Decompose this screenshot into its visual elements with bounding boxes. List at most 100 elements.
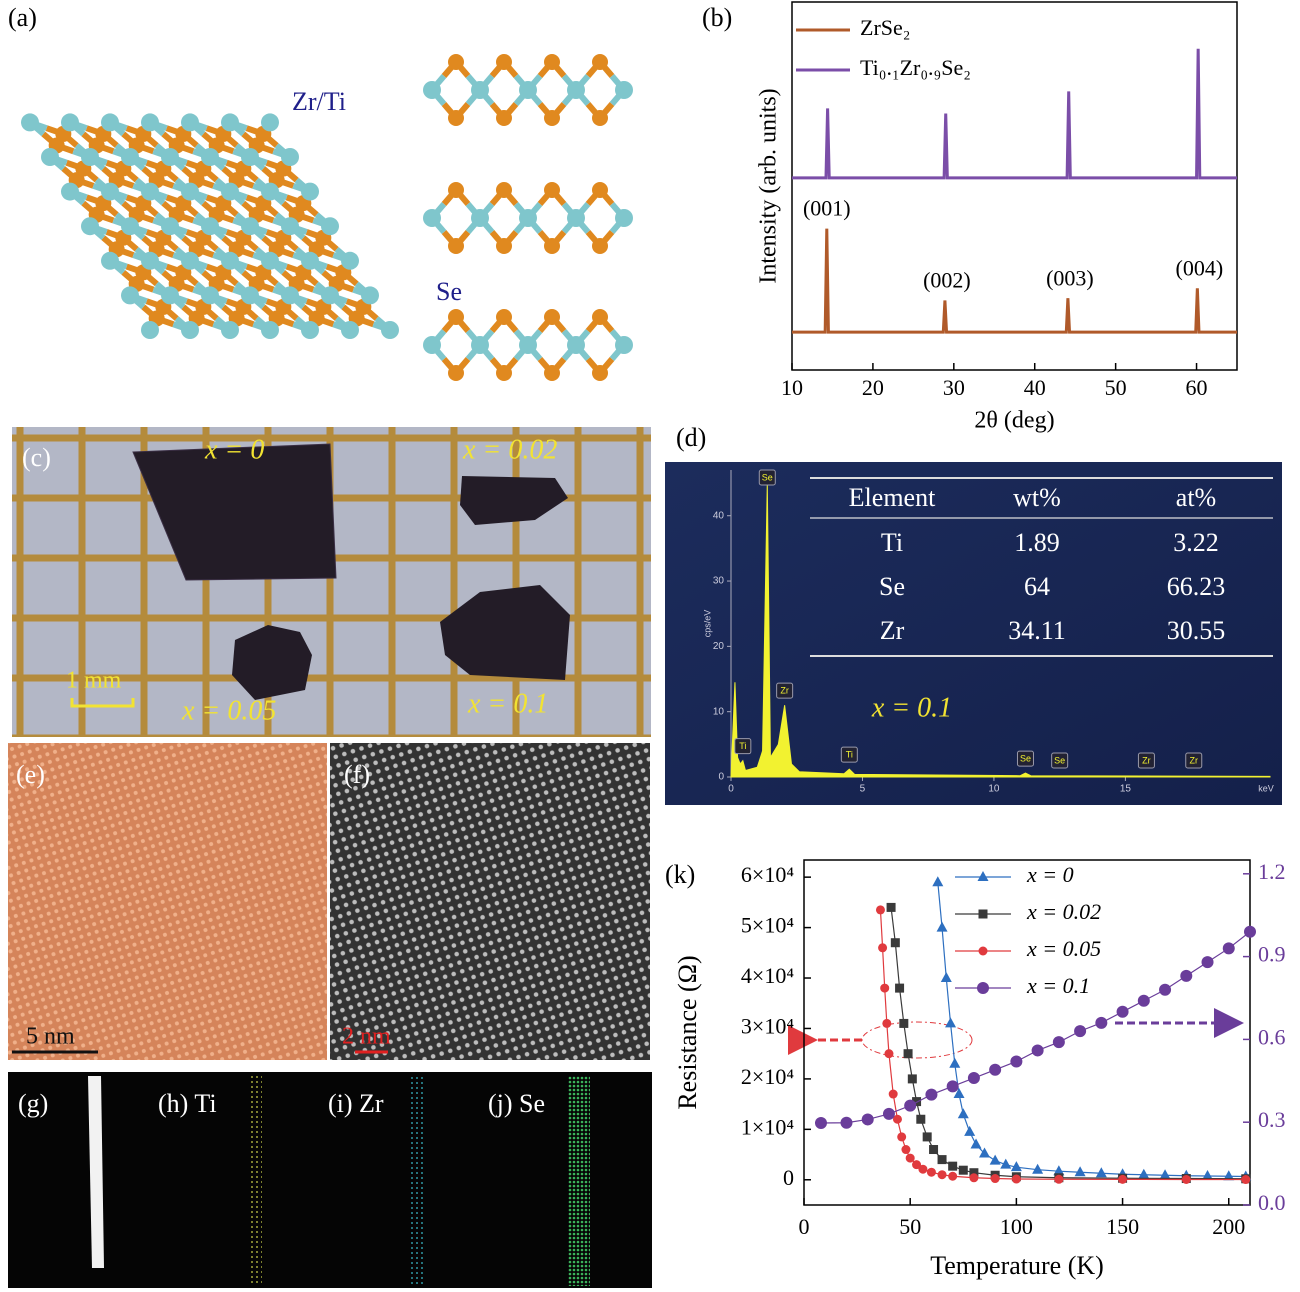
panel-label: (c): [22, 443, 51, 472]
metal-atom: [615, 336, 633, 354]
data-point: [1095, 1167, 1107, 1178]
metal-atom: [221, 321, 239, 339]
metal-atom: [161, 286, 179, 305]
data-point: [1222, 942, 1235, 955]
peak-tag: [1137, 752, 1155, 769]
data-point: [899, 1018, 909, 1028]
x-tick-label: 60: [1186, 375, 1208, 400]
data-point: [957, 1108, 969, 1119]
metal-atom: [61, 113, 79, 132]
data-point: [892, 1114, 902, 1124]
data-point: [1202, 1169, 1214, 1180]
data-line: [792, 48, 1237, 180]
data-point: [1137, 994, 1150, 1007]
data-point: [918, 1164, 928, 1174]
panel-label: (g): [18, 1089, 48, 1118]
peak-tag: [776, 682, 794, 699]
peak-label: (003): [1046, 265, 1094, 290]
metal-atom: [161, 148, 179, 166]
se-atom: [448, 365, 464, 381]
y-axis-label: cps/eV: [702, 610, 712, 638]
metal-atom: [201, 217, 219, 236]
peak-tag: [1051, 752, 1069, 769]
se-atom: [592, 110, 608, 126]
data-point: [916, 1114, 926, 1124]
plot-frame: [803, 859, 1251, 1206]
panel-label: (d): [676, 423, 706, 452]
legend-label: x = 0.1: [1026, 973, 1090, 998]
metal-atom: [341, 321, 359, 339]
metal-atom: [519, 81, 537, 99]
se-atom: [496, 309, 512, 325]
x-axis-label: Temperature (K): [930, 1251, 1104, 1280]
data-point: [905, 1153, 915, 1163]
data-point: [926, 1167, 936, 1177]
metal-atom: [181, 251, 199, 270]
data-point: [1201, 956, 1214, 969]
peak-tag-label: Se: [1054, 755, 1065, 765]
metal-atom: [301, 251, 319, 270]
data-point: [880, 983, 890, 993]
metal-atom: [301, 321, 319, 339]
metal-atom: [101, 113, 119, 132]
atom-label: Se: [436, 277, 462, 306]
metal-atom: [101, 251, 119, 270]
data-point: [1244, 925, 1256, 938]
panel-label: (h) Ti: [158, 1089, 217, 1118]
metal-atom: [121, 286, 139, 305]
data-point: [925, 1088, 938, 1101]
x-tick-label: 200: [1212, 1214, 1245, 1239]
crystal-flake: [460, 476, 568, 525]
sample-label: x = 0.02: [462, 434, 557, 465]
se-atom: [448, 238, 464, 254]
metal-atom: [471, 209, 489, 227]
legend-label: ZrSe₂: [860, 15, 910, 40]
y-axis-label: Intensity (arb. units): [756, 88, 782, 283]
y2-tick-label: 1.2: [1258, 859, 1286, 884]
table-cell: 34.11: [1008, 616, 1066, 645]
sample-label: x = 0.1: [467, 688, 548, 719]
table-header: at%: [1176, 483, 1216, 512]
panel-label: (e): [16, 760, 45, 789]
panel-label: (i) Zr: [328, 1089, 384, 1118]
data-point: [1010, 1055, 1023, 1068]
data-point: [1052, 1036, 1065, 1049]
x-tick-label: 15: [1120, 784, 1132, 795]
metal-atom: [423, 336, 441, 354]
data-point: [949, 1057, 961, 1068]
sample-label: x = 0: [204, 434, 264, 465]
data-point: [1000, 1158, 1012, 1169]
y-tick-label: 40: [713, 510, 725, 521]
y2-tick-label: 0.6: [1258, 1024, 1286, 1049]
data-point: [945, 1017, 957, 1028]
metal-atom: [281, 286, 299, 305]
y-tick-label: 0: [718, 772, 724, 783]
x-tick-label: 10: [781, 375, 803, 400]
metal-atom: [471, 336, 489, 354]
metal-atom: [519, 336, 537, 354]
data-point: [977, 982, 989, 994]
data-point: [953, 1088, 965, 1099]
table-cell: 66.23: [1167, 572, 1226, 601]
sample-label: x = 0.05: [181, 695, 276, 726]
scale-bar-label: 1 mm: [66, 668, 122, 694]
metal-atom: [221, 182, 239, 201]
x-tick-label: 30: [943, 375, 965, 400]
se-atom: [496, 54, 512, 70]
data-point: [967, 1072, 980, 1085]
metal-atom: [201, 286, 219, 305]
legend-label: x = 0.05: [1026, 936, 1101, 961]
x-tick-label: 5: [860, 784, 866, 795]
legend-label: x = 0.02: [1026, 899, 1101, 924]
metal-atom: [567, 209, 585, 227]
y-tick-label: 3×10⁴: [741, 1014, 794, 1039]
sample-image: [88, 1076, 104, 1268]
peak-tag: [734, 738, 752, 755]
se-atom: [544, 365, 560, 381]
metal-atom: [201, 148, 219, 166]
data-point: [1074, 1025, 1087, 1038]
metal-atom: [181, 321, 199, 339]
plot-frame: [791, 1, 1238, 371]
metal-atom: [381, 321, 399, 339]
data-point: [904, 1099, 917, 1112]
